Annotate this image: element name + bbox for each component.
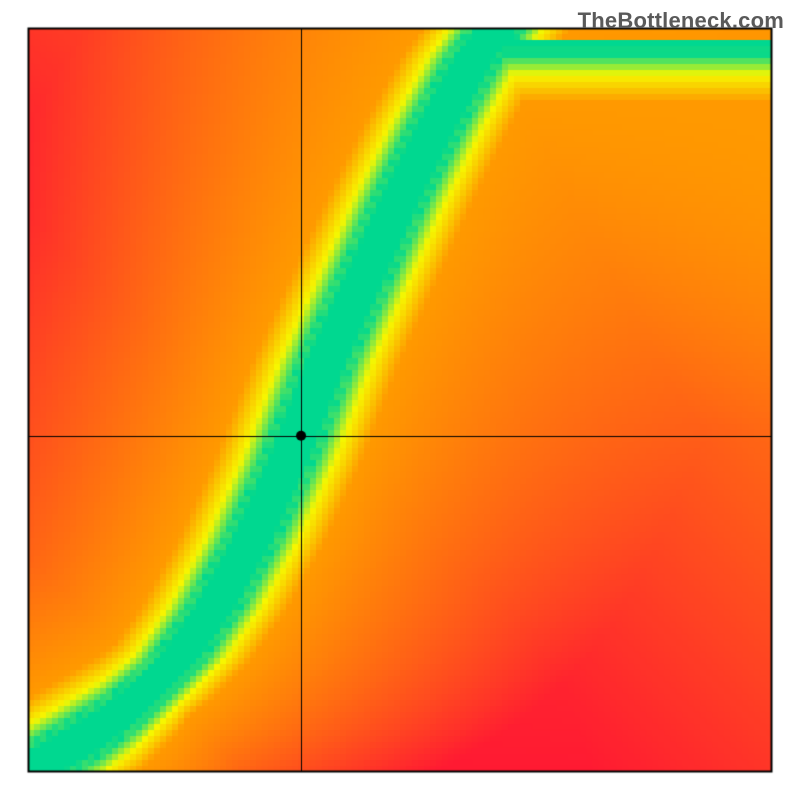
heatmap-canvas [0,0,800,800]
watermark-text: TheBottleneck.com [578,8,784,34]
